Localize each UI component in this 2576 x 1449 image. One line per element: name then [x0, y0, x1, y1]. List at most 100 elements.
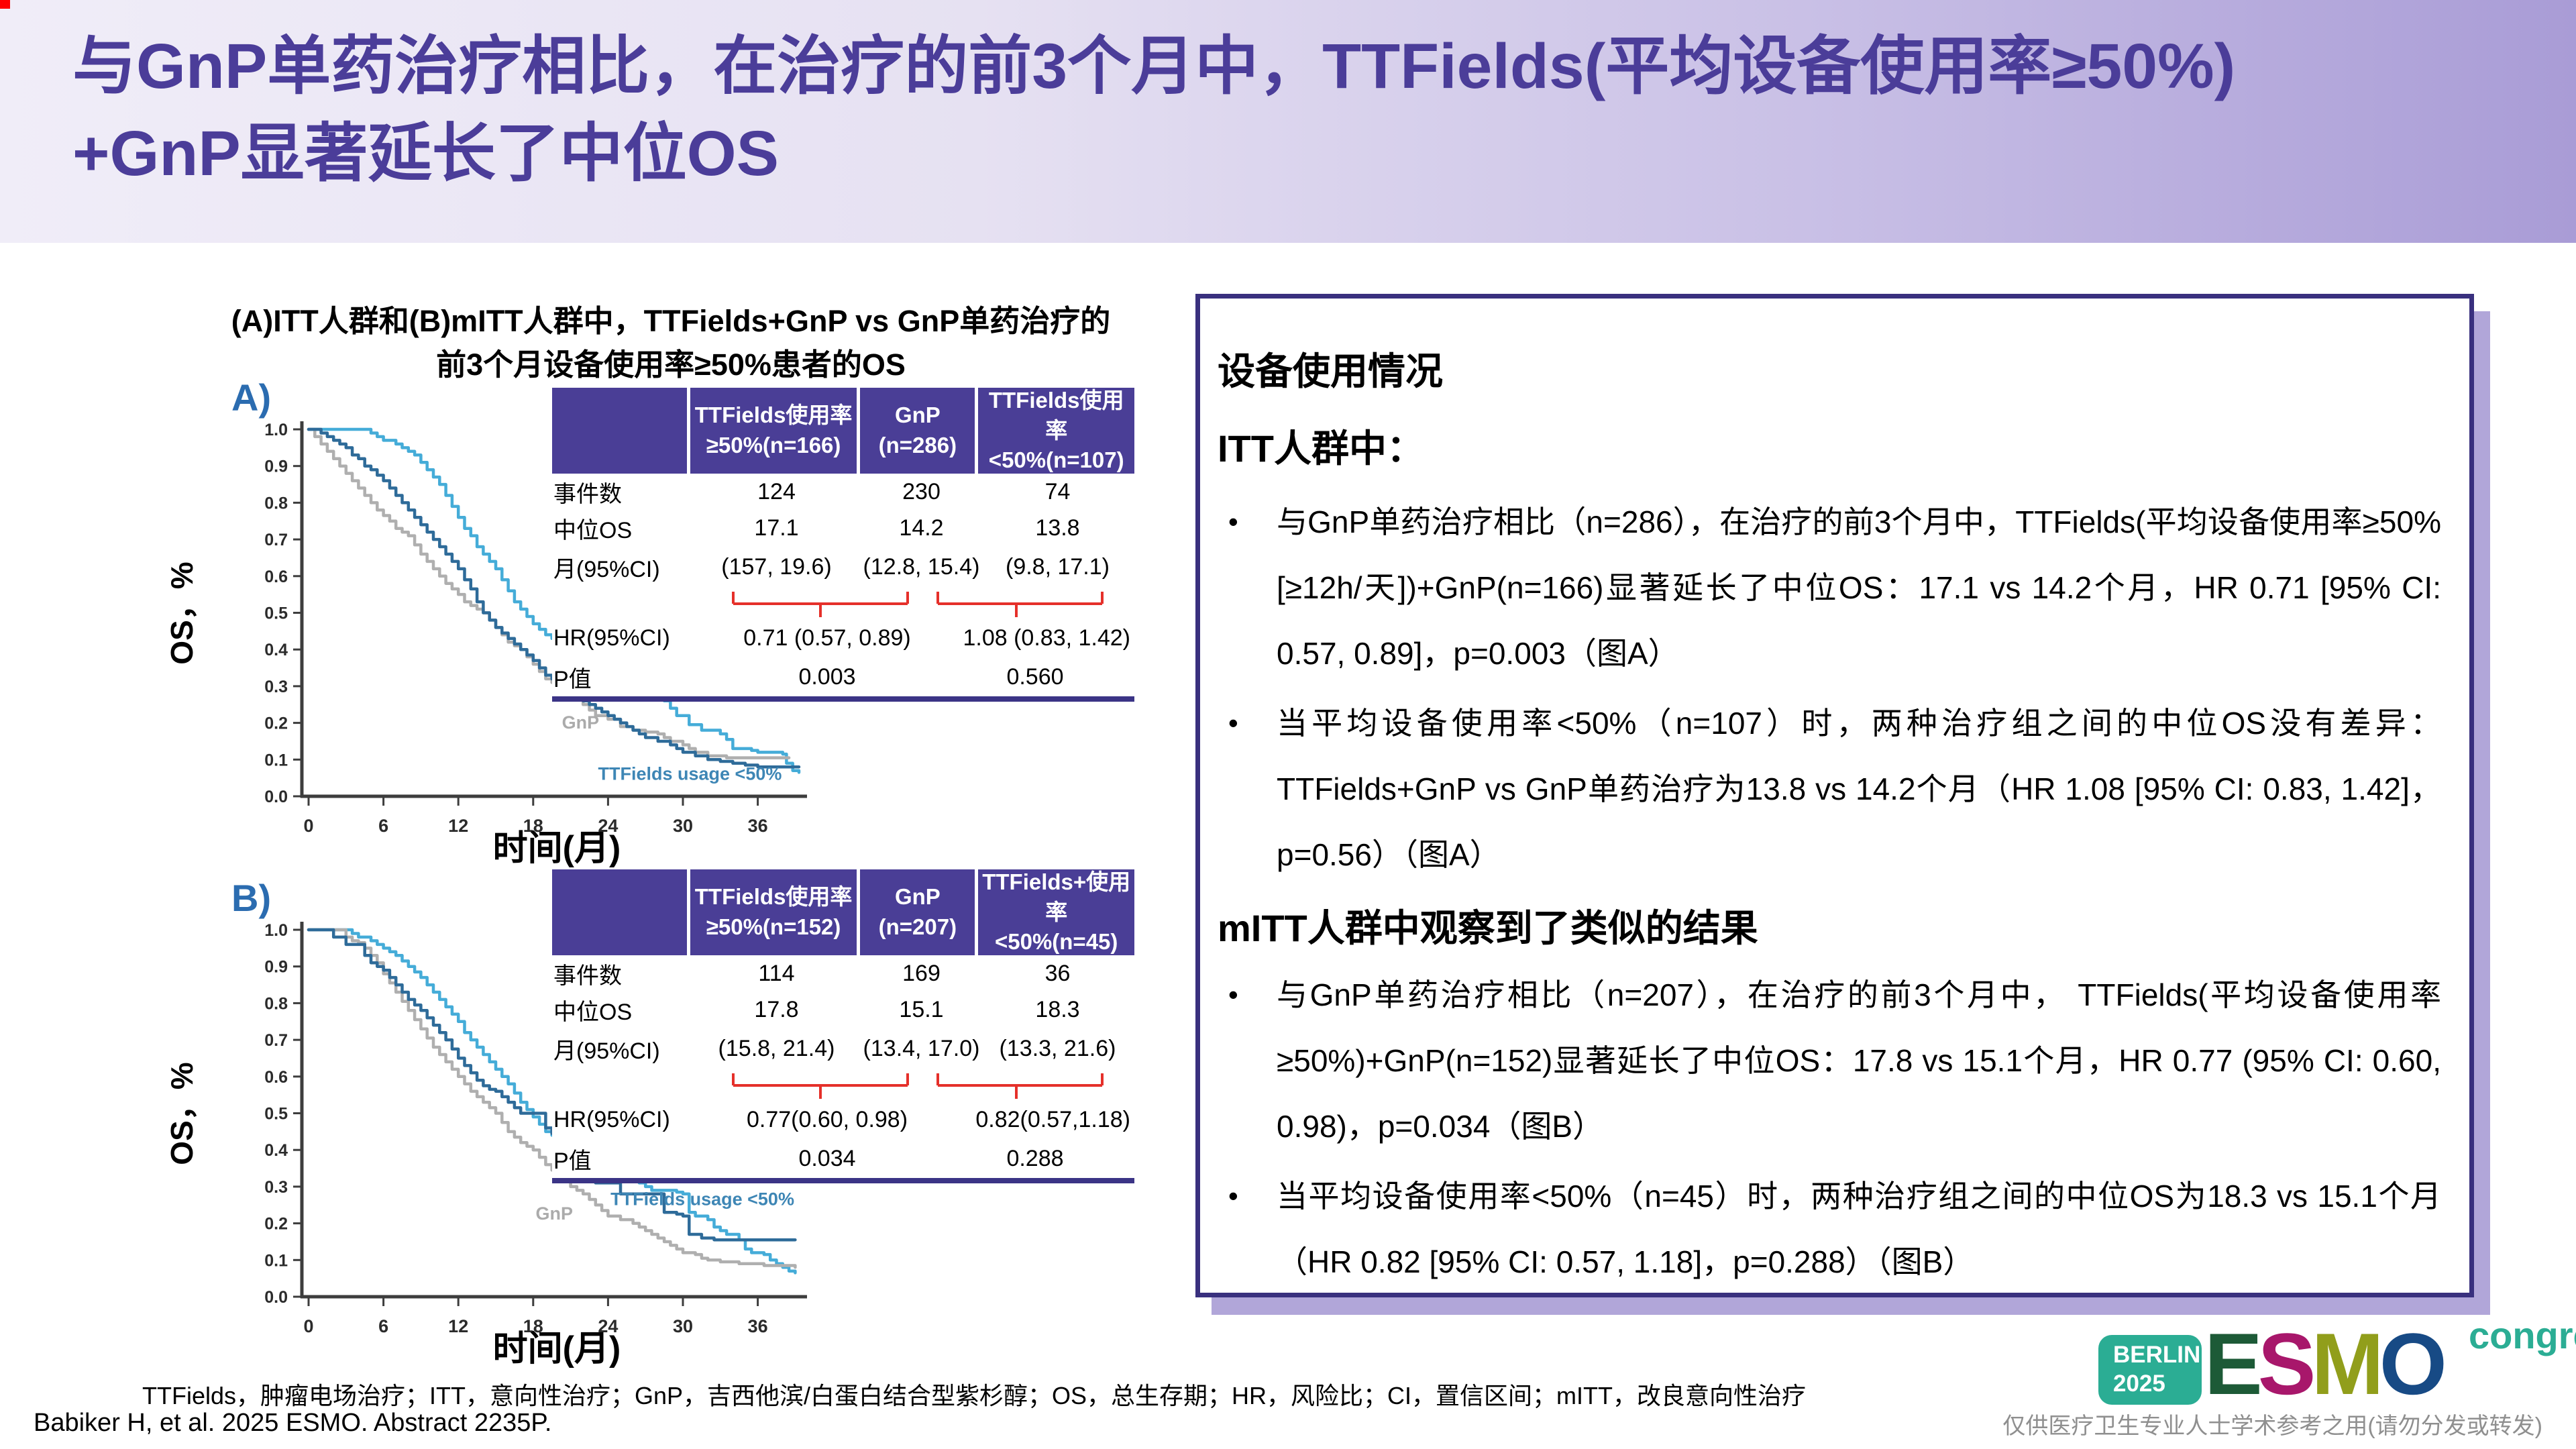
cell: (15.8, 21.4): [718, 1035, 835, 1061]
svg-text:12: 12: [448, 816, 468, 836]
figure-caption-line2: 前3个月设备使用率≥50%患者的OS: [436, 347, 906, 382]
table-row: 月(95%CI) (157, 19.6) (12.8, 15.4) (9.8, …: [552, 546, 1134, 588]
hr-value-left: 0.71 (0.57, 0.89): [743, 625, 911, 651]
disclaimer-text: 仅供医疗卫生专业人士学术参考之用(请勿分发或转发): [2002, 1413, 2542, 1439]
svg-text:36: 36: [748, 1316, 768, 1336]
list-item: 与GnP单药治疗相比（n=286），在治疗的前3个月中，TTFields(平均设…: [1218, 489, 2441, 686]
table-mitt: TTFields使用率 ≥50%(n=152) GnP (n=207) TTFi…: [552, 869, 1135, 1183]
table-row: 中位OS 17.1 14.2 13.8: [552, 510, 1134, 546]
cell: (13.4, 17.0): [863, 1035, 980, 1061]
table-row-p: P值 0.034 0.288: [552, 1139, 1134, 1178]
svg-text:0.9: 0.9: [264, 958, 288, 977]
row-label: P值: [553, 666, 592, 692]
svg-text:30: 30: [673, 1316, 693, 1336]
esmo-letter: O: [2379, 1315, 2447, 1413]
cell: (9.8, 17.1): [1006, 553, 1110, 580]
cell: (13.3, 21.6): [999, 1035, 1116, 1061]
itt-subheading: ITT人群中：: [1218, 427, 1424, 470]
table-row: 月(95%CI) (15.8, 21.4) (13.4, 17.0) (13.3…: [552, 1028, 1134, 1069]
p-value-right: 0.288: [1006, 1145, 1064, 1171]
svg-text:24: 24: [598, 1316, 618, 1336]
esmo-letter: E: [2204, 1315, 2263, 1413]
hr-value-right: 1.08 (0.83, 1.42): [963, 625, 1130, 651]
row-label: 事件数: [553, 481, 622, 507]
list-item: 当平均设备使用率<50%（n=45）时，两种治疗组之间的中位OS为18.3 vs…: [1218, 1163, 2441, 1295]
row-label: P值: [553, 1148, 592, 1174]
table-itt-header-col3: TTFields使用率 <50%(n=107): [978, 388, 1135, 474]
figure-caption: (A)ITT人群和(B)mITT人群中，TTFields+GnP vs GnP单…: [195, 299, 1147, 387]
p-value-left: 0.003: [798, 663, 856, 690]
svg-text:18: 18: [523, 1316, 543, 1336]
list-item: 与GnP单药治疗相比（n=207），在治疗的前3个月中， TTFields(平均…: [1218, 962, 2441, 1159]
corner-red-marker: [0, 0, 10, 9]
row-label: 中位OS: [553, 999, 633, 1025]
svg-text:36: 36: [748, 816, 768, 836]
table-itt-header-col2: GnP (n=286): [860, 388, 975, 474]
abbreviations-footnote: TTFields，肿瘤电场治疗；ITT，意向性治疗；GnP，吉西他滨/白蛋白结合…: [142, 1382, 1807, 1409]
cell: 114: [758, 960, 795, 986]
svg-text:TTFields usage <50%: TTFields usage <50%: [610, 1189, 794, 1209]
p-value-left: 0.034: [798, 1145, 856, 1171]
svg-text:0: 0: [303, 1316, 313, 1336]
hr-brackets: [732, 592, 1104, 617]
svg-text:0.6: 0.6: [264, 568, 288, 586]
svg-text:0.3: 0.3: [264, 678, 288, 696]
svg-text:0.8: 0.8: [264, 994, 288, 1013]
svg-text:TTFields usage <50%: TTFields usage <50%: [598, 763, 782, 784]
cell: 17.8: [754, 996, 799, 1022]
svg-text:12: 12: [448, 1316, 468, 1336]
title-bar: [0, 0, 2576, 243]
page-title-line1: 与GnP单药治疗相比，在治疗的前3个月中，TTFields(平均设备使用率≥50…: [72, 31, 2236, 102]
svg-text:0.5: 0.5: [264, 1105, 288, 1124]
svg-text:18: 18: [523, 816, 543, 836]
cell: 36: [1044, 960, 1071, 986]
table-itt-header-col1: TTFields使用率 ≥50%(n=166): [690, 388, 857, 474]
svg-text:6: 6: [378, 816, 388, 836]
cell: 230: [902, 478, 941, 504]
table-mitt-header-col1: TTFields使用率 ≥50%(n=152): [690, 869, 857, 955]
svg-text:0.3: 0.3: [264, 1178, 288, 1197]
mitt-subheading: mITT人群中观察到了类似的结果: [1218, 907, 1758, 949]
svg-text:0.4: 0.4: [264, 641, 288, 659]
cell: 169: [902, 960, 941, 986]
table-mitt-header-col3: TTFields+使用率 <50%(n=45): [978, 869, 1135, 955]
table-mitt-header-row: TTFields使用率 ≥50%(n=152) GnP (n=207) TTFi…: [552, 869, 1135, 955]
list-item: 当平均设备使用率<50%（n=107）时，两种治疗组之间的中位OS没有差异：TT…: [1218, 690, 2441, 888]
svg-text:0.9: 0.9: [264, 458, 288, 476]
row-label: 事件数: [553, 963, 622, 989]
logo-city: BERLIN: [2113, 1342, 2201, 1368]
svg-text:0.5: 0.5: [264, 604, 288, 623]
table-itt: TTFields使用率 ≥50%(n=166) GnP (n=286) TTFi…: [552, 388, 1135, 702]
info-box: 设备使用情况 ITT人群中： 与GnP单药治疗相比（n=286），在治疗的前3个…: [1195, 294, 2474, 1297]
cell: 17.1: [754, 515, 799, 541]
svg-text:0.7: 0.7: [264, 531, 288, 549]
svg-text:30: 30: [673, 816, 693, 836]
p-value-right: 0.560: [1006, 663, 1064, 690]
table-row-hr: HR(95%CI) 0.71 (0.57, 0.89) 1.08 (0.83, …: [552, 619, 1134, 657]
figure-caption-line1: (A)ITT人群和(B)mITT人群中，TTFields+GnP vs GnP单…: [231, 304, 1111, 338]
row-label: HR(95%CI): [553, 625, 670, 651]
table-mitt-header-col2: GnP (n=207): [860, 869, 975, 955]
esmo-congress-logo: BERLIN 2025 ESMO congress: [2098, 1314, 2576, 1410]
table-itt-header-empty: [552, 388, 687, 474]
row-label: 月(95%CI): [553, 556, 660, 582]
info-box-heading: 设备使用情况: [1218, 350, 1443, 392]
svg-text:24: 24: [598, 816, 618, 836]
svg-text:0: 0: [303, 816, 313, 836]
esmo-wordmark: ESMO: [2204, 1320, 2447, 1407]
svg-text:0.0: 0.0: [264, 788, 288, 806]
svg-text:0.0: 0.0: [264, 1288, 288, 1307]
berlin-2025-badge: BERLIN 2025: [2098, 1335, 2202, 1405]
svg-text:GnP: GnP: [536, 1203, 574, 1224]
table-mitt-header-empty: [552, 869, 687, 955]
page-title: 与GnP单药治疗相比，在治疗的前3个月中，TTFields(平均设备使用率≥50…: [72, 23, 2461, 197]
panel-a-label: A): [231, 376, 272, 419]
svg-text:6: 6: [378, 1316, 388, 1336]
svg-text:0.1: 0.1: [264, 751, 288, 769]
table-row-hr: HR(95%CI) 0.77(0.60, 0.98) 0.82(0.57,1.1…: [552, 1100, 1134, 1139]
cell: (12.8, 15.4): [863, 553, 980, 580]
cell: 124: [757, 478, 796, 504]
page-title-line2: +GnP显著延长了中位OS: [72, 118, 780, 190]
cell: 18.3: [1035, 996, 1080, 1022]
cell: 74: [1044, 478, 1071, 504]
